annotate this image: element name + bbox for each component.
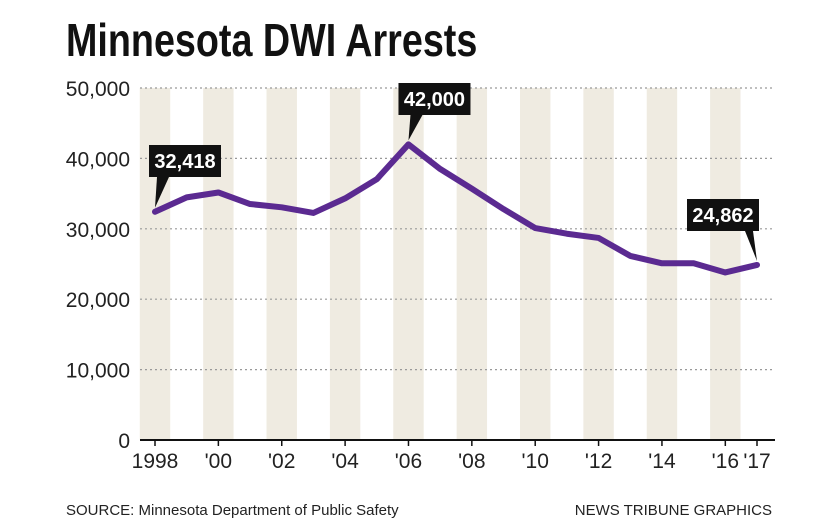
x-tick-label: '02 [268,450,295,473]
x-tick-label: '16 [712,450,739,473]
data-point-2015 [691,260,697,266]
callout-pointer [155,177,169,208]
year-band-2012 [583,88,614,440]
x-tick-label: '10 [522,450,549,473]
data-point-2004 [342,195,348,201]
x-tick-label: '12 [585,450,612,473]
y-tick-label: 20,000 [66,289,130,312]
callout-box [149,145,221,177]
data-point-2005 [374,176,380,182]
year-band-2000 [203,88,234,440]
data-point-2017 [754,262,760,268]
data-point-2012 [596,235,602,241]
data-point-1999 [184,194,190,200]
x-tick-label: 1998 [132,450,179,473]
data-point-2007 [437,166,443,172]
source-note: SOURCE: Minnesota Department of Public S… [66,502,399,519]
year-band-2002 [266,88,297,440]
data-point-2001 [247,201,253,207]
year-band-2006 [393,88,424,440]
callout-pointer [745,231,757,261]
credit-note: NEWS TRIBUNE GRAPHICS [575,502,772,519]
data-point-2010 [532,225,538,231]
y-tick-label: 10,000 [66,360,130,383]
year-band-1998 [139,88,171,440]
data-point-2014 [659,260,665,266]
callout-label: 32,418 [154,151,215,173]
y-tick-label: 40,000 [66,148,130,171]
year-band-2016 [710,88,741,440]
data-point-2011 [564,231,570,237]
data-point-2002 [279,204,285,210]
year-band-2008 [456,88,488,440]
data-point-2009 [501,206,507,212]
x-tick-label: '08 [458,450,485,473]
chart-title: Minnesota DWI Arrests [66,14,477,65]
callout-box [687,199,759,231]
y-tick-label: 30,000 [66,219,130,242]
data-point-1998 [152,209,158,215]
callout-box [398,83,471,115]
callout-pointer [408,115,423,141]
x-tick-label: '00 [205,450,232,473]
x-tick-label: '06 [395,450,422,473]
series-line-dwi-arrests [152,141,760,276]
x-tick-label: '17 [743,450,770,473]
data-point-2003 [310,210,316,216]
callout-label: 24,862 [692,205,753,227]
x-tick-label: '14 [648,450,676,473]
data-point-2016 [722,269,728,275]
callout-label: 42,000 [404,89,465,111]
data-point-2008 [469,186,475,192]
y-tick-label: 0 [118,430,130,453]
year-band-2010 [520,88,551,440]
x-tick-label: '04 [331,450,359,473]
data-point-2000 [215,189,221,195]
data-point-2013 [627,253,633,259]
y-tick-label: 50,000 [66,78,130,101]
data-point-2006 [405,141,411,147]
year-band-2004 [329,88,361,440]
